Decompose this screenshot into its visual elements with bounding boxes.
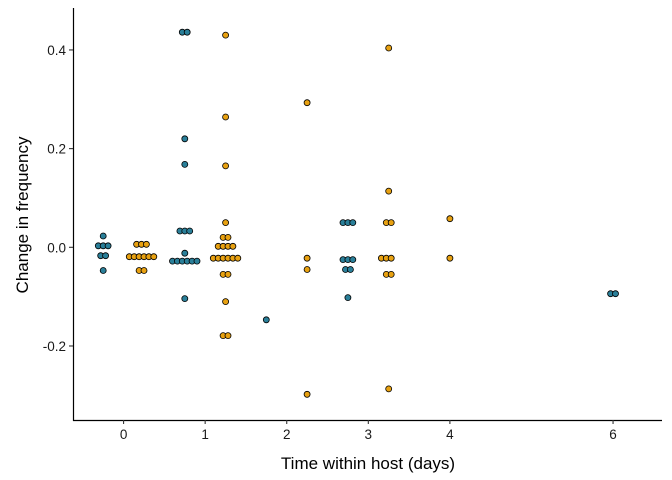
data-point-gold bbox=[222, 31, 230, 39]
x-tick-label: 4 bbox=[446, 427, 454, 442]
x-axis-title: Time within host (days) bbox=[281, 454, 455, 473]
data-point-teal bbox=[104, 242, 112, 250]
data-point-gold bbox=[385, 187, 393, 195]
y-axis-title: Change in frequency bbox=[13, 136, 32, 293]
data-point-gold bbox=[222, 219, 230, 227]
y-axis: -0.2 0.0 0.2 0.4 bbox=[43, 8, 75, 421]
data-point-gold bbox=[224, 332, 232, 340]
data-point-teal bbox=[102, 252, 109, 260]
data-point-teal bbox=[181, 135, 189, 143]
y-tick-label: 0.0 bbox=[47, 240, 66, 255]
x-tick-label: 0 bbox=[120, 427, 128, 442]
data-point-gold bbox=[303, 254, 311, 262]
plot-points bbox=[94, 28, 619, 398]
x-axis: 0 1 2 3 4 6 bbox=[73, 419, 662, 442]
x-tick-label: 2 bbox=[283, 427, 291, 442]
data-point-teal bbox=[99, 232, 107, 240]
data-point-gold bbox=[222, 113, 230, 121]
data-point-gold bbox=[385, 44, 393, 52]
data-point-gold bbox=[234, 254, 242, 262]
data-point-teal bbox=[346, 266, 354, 273]
data-point-gold bbox=[150, 253, 158, 261]
data-point-teal bbox=[181, 160, 189, 168]
data-point-gold bbox=[387, 270, 395, 278]
x-tick-label: 1 bbox=[201, 427, 209, 442]
x-tick-label: 6 bbox=[609, 427, 617, 442]
data-point-gold bbox=[385, 385, 393, 393]
y-tick-label: 0.4 bbox=[47, 43, 66, 58]
data-point-teal bbox=[349, 256, 357, 264]
data-point-gold bbox=[224, 270, 232, 278]
data-point-teal bbox=[186, 227, 194, 235]
data-point-gold bbox=[303, 99, 311, 107]
data-point-gold bbox=[229, 242, 237, 250]
data-point-teal bbox=[612, 290, 619, 298]
data-point-gold bbox=[224, 233, 232, 241]
data-point-teal bbox=[349, 219, 357, 227]
data-point-gold bbox=[142, 240, 150, 248]
y-tick-label: 0.2 bbox=[47, 142, 66, 157]
data-point-gold bbox=[446, 215, 454, 223]
data-point-gold bbox=[222, 162, 230, 170]
data-point-teal bbox=[181, 295, 189, 303]
x-tick-label: 3 bbox=[365, 427, 373, 442]
data-point-teal bbox=[181, 249, 189, 257]
data-point-teal bbox=[193, 257, 201, 265]
data-point-gold bbox=[222, 298, 230, 306]
data-point-gold bbox=[303, 266, 311, 273]
y-tick-label: -0.2 bbox=[43, 339, 66, 354]
data-point-teal bbox=[344, 294, 352, 302]
data-point-teal bbox=[262, 316, 270, 324]
data-point-teal bbox=[183, 28, 191, 36]
data-point-teal bbox=[99, 267, 107, 274]
data-point-gold bbox=[303, 390, 311, 398]
data-point-gold bbox=[140, 267, 148, 274]
data-point-gold bbox=[387, 219, 395, 227]
data-point-gold bbox=[387, 254, 395, 262]
data-point-gold bbox=[446, 254, 454, 262]
